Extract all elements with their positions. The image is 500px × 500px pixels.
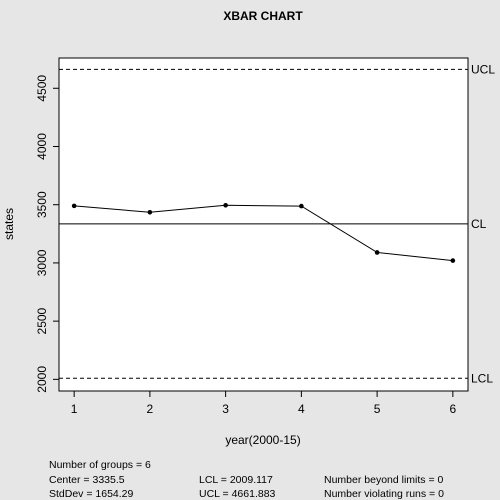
chart-title: XBAR CHART — [223, 9, 303, 23]
x-axis: 1 2 3 4 5 6 — [71, 391, 457, 416]
data-point — [299, 203, 304, 209]
series-xbar — [71, 202, 456, 263]
y-axis-label: states — [2, 208, 16, 240]
x-tick-label: 3 — [222, 402, 229, 416]
y-tick-label: 3000 — [35, 249, 49, 276]
x-tick-label: 2 — [147, 402, 154, 416]
plot-area — [58, 57, 469, 392]
x-tick-label: 6 — [450, 402, 457, 416]
y-tick-label: 4500 — [35, 75, 49, 102]
data-point — [71, 203, 77, 209]
stats-center: Center = 3335.5 — [49, 474, 125, 486]
control-label-cl: CL — [471, 217, 487, 231]
stats-block: Number of groups = 6 Center = 3335.5 Std… — [49, 459, 444, 500]
data-point — [147, 209, 153, 215]
y-tick-label: 3500 — [35, 191, 49, 218]
y-tick-label: 2000 — [35, 366, 49, 393]
stats-groups: Number of groups = 6 — [49, 459, 151, 471]
stats-lcl: LCL = 2009.117 — [199, 474, 273, 486]
stats-ucl: UCL = 4661.883 — [199, 488, 276, 500]
x-tick-label: 5 — [374, 402, 381, 416]
y-tick-label: 2500 — [35, 307, 49, 334]
series-line — [74, 204, 453, 262]
x-tick-label: 4 — [298, 402, 305, 416]
stats-violating-runs: Number violating runs = 0 — [324, 488, 444, 500]
data-point — [223, 202, 228, 208]
x-axis-label: year(2000-15) — [225, 433, 300, 447]
control-lines: UCL CL LCL — [59, 62, 495, 385]
data-point — [450, 258, 456, 263]
y-axis: 2000 2500 3000 3500 4000 4500 — [35, 75, 59, 393]
x-tick-label: 1 — [71, 402, 78, 416]
control-label-ucl: UCL — [471, 62, 495, 76]
stats-beyond-limits: Number beyond limits = 0 — [324, 474, 444, 486]
stats-stddev: StdDev = 1654.29 — [49, 488, 134, 500]
control-label-lcl: LCL — [471, 371, 493, 385]
y-tick-label: 4000 — [35, 133, 49, 160]
data-point — [374, 250, 380, 255]
